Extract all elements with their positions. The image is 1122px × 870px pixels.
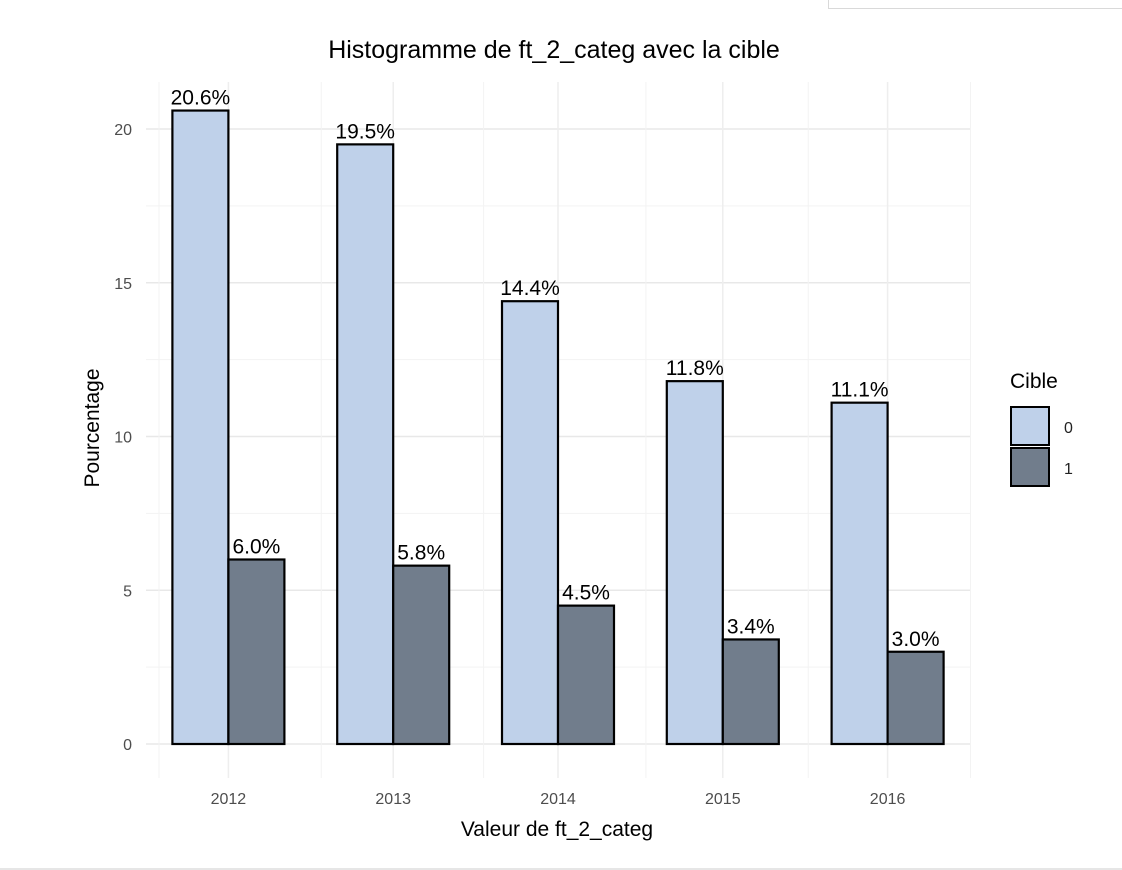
bottom-divider	[0, 868, 1122, 870]
y-axis-title: Pourcentage	[81, 368, 104, 487]
data-label-2014-cible-0: 14.4%	[500, 277, 560, 300]
x-tick-label: 2016	[870, 791, 906, 808]
bar-2015-cible-1	[721, 638, 780, 746]
legend-key-1	[1010, 447, 1050, 487]
bar-2013-cible-0	[336, 143, 395, 746]
data-label-2015-cible-0: 11.8%	[666, 357, 724, 380]
x-tick-label: 2014	[540, 791, 576, 808]
bar-2014-cible-0	[500, 300, 560, 746]
bar-2012-cible-0	[171, 109, 230, 746]
y-tick-label: 10	[114, 430, 132, 447]
chart-title: Histogramme de ft_2_categ avec la cible	[328, 36, 780, 64]
x-tick-label: 2012	[211, 791, 247, 808]
bar-2016-cible-1	[886, 650, 945, 746]
y-tick-label: 5	[123, 583, 132, 600]
legend-label-0: 0	[1064, 420, 1073, 437]
x-tick-label: 2015	[705, 791, 741, 808]
data-label-2016-cible-1: 3.0%	[892, 628, 940, 651]
bars	[171, 109, 945, 746]
y-tick-label: 0	[123, 737, 132, 754]
bar-2013-cible-1	[392, 564, 451, 746]
y-tick-label: 20	[114, 122, 132, 139]
bar-labels: 20.6% 6.0% 19.5% 5.8% 14.4% 4.5% 11.8% 3.4% 11.1…	[171, 87, 940, 651]
data-label-2015-cible-1: 3.4%	[727, 615, 775, 638]
data-label-2013-cible-1: 5.8%	[397, 542, 445, 565]
bar-2014-cible-1	[556, 604, 616, 746]
data-label-2016-cible-0: 11.1%	[831, 379, 889, 402]
data-label-2012-cible-1: 6.0%	[232, 536, 280, 559]
x-axis-title: Valeur de ft_2_categ	[461, 818, 653, 841]
axes: 0 5 10 15 20 2012 2013 2014 2015 2016	[114, 122, 905, 808]
legend-key-0	[1010, 406, 1050, 446]
data-label-2013-cible-0: 19.5%	[335, 120, 395, 143]
data-label-2014-cible-1: 4.5%	[562, 582, 610, 605]
data-label-2012-cible-0: 20.6%	[171, 87, 231, 110]
bar-2015-cible-0	[665, 380, 724, 746]
window-frame-edge	[828, 0, 1122, 9]
x-tick-label: 2013	[375, 791, 411, 808]
y-tick-label: 15	[114, 276, 132, 293]
legend: Cible 0 1	[1010, 370, 1073, 487]
legend-title: Cible	[1010, 370, 1058, 393]
bar-2012-cible-1	[227, 558, 286, 746]
legend-label-1: 1	[1064, 461, 1073, 478]
bar-2016-cible-0	[830, 401, 889, 746]
